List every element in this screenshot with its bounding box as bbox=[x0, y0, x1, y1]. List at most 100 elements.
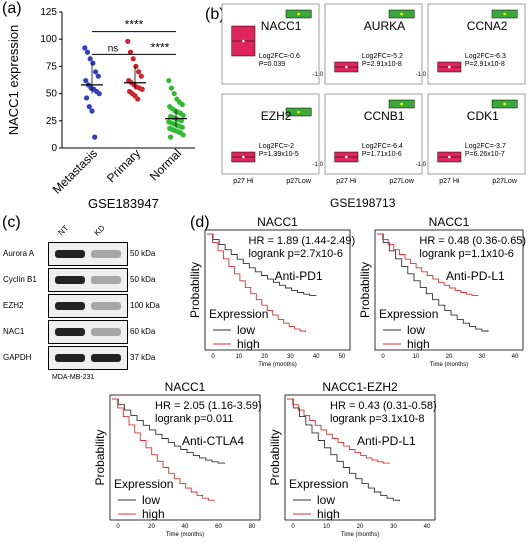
wb-size-label: 50 kDa bbox=[130, 249, 156, 258]
a-ytick-label: 0 bbox=[51, 143, 57, 154]
a-ytick-label: 75 bbox=[46, 61, 58, 72]
d-xtick-label: 50 bbox=[339, 354, 346, 360]
a-xtick-label: Primary bbox=[104, 146, 143, 185]
a-data-point bbox=[83, 77, 89, 84]
b-xtick-label: p27Low bbox=[492, 178, 517, 185]
wb-protein-label: Aurora A bbox=[3, 249, 35, 258]
b-ytick-label: -1.0 bbox=[416, 162, 427, 168]
d-xtick-label: 40 bbox=[424, 524, 431, 530]
b-box-point bbox=[345, 155, 348, 159]
panel-b-chart: NACC1 Log2FC=-0.6P=0.039 0.25 0.00 -0.25 -0.5… bbox=[220, 3, 526, 185]
wb-cell-line: MDA-MB-231 bbox=[52, 374, 95, 381]
b-stat-fc: Log2FC=-6.4 bbox=[362, 143, 403, 150]
d-xlabel: Time (months) bbox=[341, 532, 379, 538]
a-data-point bbox=[136, 69, 142, 75]
wb-band-box bbox=[48, 294, 128, 318]
wb-band-nt bbox=[55, 276, 85, 284]
b-box-point bbox=[503, 102, 506, 106]
panel-d-label: (d) bbox=[190, 214, 210, 231]
a-ytick-label: 25 bbox=[46, 116, 58, 127]
d-legend-high: high bbox=[237, 337, 260, 351]
a-data-point bbox=[90, 60, 96, 66]
d-curve-low bbox=[287, 398, 400, 502]
d-legend-low: low bbox=[237, 323, 255, 337]
d-legend-low: low bbox=[317, 493, 335, 507]
wb-size-label: 37 kDa bbox=[130, 353, 156, 362]
a-data-point bbox=[180, 112, 186, 118]
d-plot-frame bbox=[284, 394, 436, 521]
d-xtick-label: 80 bbox=[249, 524, 256, 530]
d-xtick-label: 20 bbox=[261, 354, 268, 360]
a-data-point bbox=[168, 134, 174, 140]
d-treatment-label: Anti-PD-L1 bbox=[357, 434, 416, 448]
wb-size-label: 50 kDa bbox=[130, 275, 156, 284]
b-gene-name: CCNA2 bbox=[467, 19, 508, 33]
a-ylabel: NACC1 expression bbox=[6, 25, 21, 136]
a-xtick-label: Metastasis bbox=[50, 146, 100, 196]
b-xtick-label: p27Low bbox=[389, 178, 414, 185]
d-legend-title: Expression bbox=[379, 307, 438, 321]
a-data-point bbox=[168, 85, 175, 91]
wb-band-kd bbox=[91, 250, 121, 258]
d-logrank-text: logrank p=1.1x10-6 bbox=[419, 248, 513, 260]
wb-band-box bbox=[48, 346, 128, 370]
wb-band-kd bbox=[91, 328, 121, 336]
a-data-point bbox=[178, 118, 184, 124]
b-gene-name: EZH2 bbox=[261, 109, 292, 123]
d-treatment-label: Anti-PD-L1 bbox=[446, 269, 505, 283]
d-xtick-label: 10 bbox=[323, 524, 330, 530]
b-stat-fc: Log2FC=-0.6 bbox=[259, 53, 300, 60]
b-ytick-label: 0.25 bbox=[220, 12, 221, 18]
panel-c-label: (c) bbox=[2, 214, 21, 231]
d-plot-title: NACC1 bbox=[165, 380, 206, 394]
a-data-point bbox=[95, 73, 101, 79]
gse183947-title: GSE183947 bbox=[88, 196, 159, 211]
a-data-point bbox=[84, 49, 91, 55]
a-ytick-label: 125 bbox=[40, 7, 57, 18]
b-xtick-label: p27Low bbox=[286, 178, 311, 185]
a-data-point bbox=[135, 96, 141, 102]
b-box-point bbox=[297, 12, 300, 16]
b-ytick-label: -0.50 bbox=[220, 72, 221, 78]
b-box-point bbox=[400, 12, 403, 16]
d-xtick-label: 20 bbox=[446, 354, 453, 360]
d-xlabel: Time (months) bbox=[166, 532, 204, 538]
d-xtick-label: 0 bbox=[116, 524, 120, 530]
b-gene-name: CDK1 bbox=[467, 109, 499, 123]
a-data-point bbox=[84, 95, 90, 101]
a-data-point bbox=[133, 63, 139, 69]
d-treatment-label: Anti-CTLA4 bbox=[182, 434, 244, 448]
d-curve-high bbox=[287, 398, 390, 464]
wb-band-kd bbox=[91, 302, 121, 310]
b-stat-fc: Log2FC=-3.7 bbox=[465, 143, 506, 150]
d-xtick-label: 30 bbox=[390, 524, 397, 530]
wb-band-nt bbox=[55, 354, 85, 362]
b-xtick-label: p27 Hi bbox=[336, 178, 357, 185]
d-legend-high: high bbox=[317, 507, 340, 521]
d-xtick-label: 0 bbox=[291, 524, 295, 530]
d-ylabel: Probability bbox=[188, 262, 202, 318]
panel-a-chart: 0 25 50 75 100 125 NACC1 expression Metastasis P… bbox=[6, 7, 195, 197]
d-xtick-label: 40 bbox=[313, 354, 320, 360]
d-xtick-label: 40 bbox=[512, 354, 519, 360]
b-stat-fc: Log2FC=-6.3 bbox=[465, 53, 506, 60]
d-xtick-label: 30 bbox=[479, 354, 486, 360]
d-curve-high bbox=[112, 398, 215, 502]
d-plot-title: NACC1 bbox=[429, 215, 470, 229]
b-box-point bbox=[297, 110, 300, 114]
d-curve-high bbox=[207, 233, 307, 332]
a-data-point bbox=[86, 104, 92, 110]
b-stat-fc: Log2FC=-5.2 bbox=[362, 53, 403, 60]
d-legend-title: Expression bbox=[114, 477, 173, 491]
wb-band-nt bbox=[55, 328, 85, 336]
b-gene-name: CCNB1 bbox=[364, 109, 405, 123]
a-data-point bbox=[139, 86, 145, 92]
d-logrank-text: logrank p=0.011 bbox=[155, 413, 233, 425]
d-plot-title: NACC1 bbox=[257, 215, 298, 229]
western-blot: NT KD Aurora A 50 kDa Cyclin B1 50 kDa EZH2 100… bbox=[0, 220, 180, 390]
b-ytick-label: -0.25 bbox=[220, 52, 221, 58]
wb-protein-label: Cyclin B1 bbox=[3, 275, 37, 284]
d-plot-frame bbox=[374, 229, 524, 351]
a-data-point bbox=[87, 56, 93, 62]
a-data-point bbox=[89, 108, 95, 114]
